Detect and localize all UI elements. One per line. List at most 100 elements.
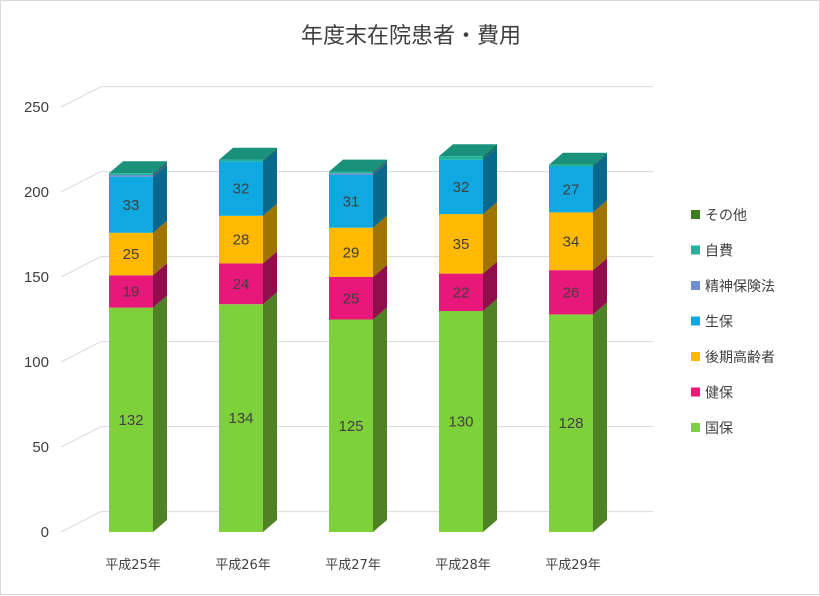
bar-segment: [109, 161, 167, 175]
legend-item: 生保: [691, 315, 733, 331]
legend-item: 健保: [691, 386, 733, 402]
legend-label: 健保: [705, 386, 733, 402]
bar-front: [219, 304, 263, 532]
legend-item: その他: [691, 208, 747, 224]
data-label: 132: [118, 412, 143, 429]
bar-side: [263, 149, 277, 216]
bar-side: [483, 202, 497, 274]
x-axis: 平成25年 平成26年 平成27年 平成28年 平成29年: [105, 558, 601, 573]
bar-front: [329, 171, 373, 174]
bar-front: [549, 270, 593, 315]
bar-segment: 125: [329, 307, 387, 532]
bar-segment: 32: [439, 147, 497, 215]
bar-front: [329, 175, 373, 228]
bar-segment: 25: [109, 220, 167, 276]
data-label: 134: [228, 410, 253, 427]
data-label: 29: [343, 244, 360, 261]
data-label: 26: [563, 284, 580, 301]
bar-front: [219, 161, 263, 216]
bar-side: [593, 154, 607, 213]
data-label: 130: [448, 414, 473, 431]
gridline-diagonal: [60, 171, 102, 193]
chart-title: 年度末在院患者・費用: [301, 24, 521, 49]
x-tick-label: 平成28年: [435, 558, 491, 573]
bar-front: [109, 232, 153, 276]
legend-item: 自費: [691, 244, 733, 260]
legend-swatch: [691, 352, 700, 361]
bar-segment: [109, 163, 167, 177]
y-axis: 0 50 100 150 200 250: [24, 99, 49, 541]
bar-top: [439, 144, 497, 157]
bar-side: [263, 147, 277, 162]
bar-side: [153, 161, 167, 175]
bar-segment: 25: [329, 265, 387, 320]
bar-side: [373, 215, 387, 277]
legend-label: 精神保険法: [705, 279, 775, 295]
x-tick-label: 平成27年: [325, 558, 381, 573]
data-label: 27: [563, 181, 580, 198]
bar-side: [593, 152, 607, 167]
y-tick-label: 0: [41, 524, 49, 541]
bar-side: [483, 299, 497, 532]
bar-front: [549, 212, 593, 271]
bar-side: [593, 302, 607, 532]
bar-segment: [549, 152, 607, 167]
bar-front: [109, 275, 153, 308]
bar-side: [483, 261, 497, 311]
x-tick-label: 平成26年: [215, 558, 271, 573]
bar-front: [219, 215, 263, 264]
legend-label: 自費: [705, 244, 733, 260]
bar-side: [483, 144, 497, 160]
data-label: 25: [343, 290, 360, 307]
legend-label: 後期高齢者: [705, 349, 775, 366]
data-label: 25: [123, 246, 140, 263]
bar-side: [263, 251, 277, 305]
legend-item: 後期高齢者: [691, 349, 775, 366]
x-tick-label: 平成25年: [105, 558, 161, 573]
bar-front: [439, 214, 483, 274]
data-label: 22: [453, 284, 470, 301]
gridline-diagonal: [60, 426, 102, 448]
bar-front: [329, 173, 373, 175]
bar-top: [329, 159, 387, 172]
bar-side: [373, 307, 387, 532]
y-tick-label: 250: [24, 99, 49, 116]
y-tick-label: 200: [24, 184, 49, 201]
bar-front: [219, 263, 263, 305]
bar-front: [329, 227, 373, 277]
legend-swatch: [691, 210, 700, 219]
bar-front: [109, 307, 153, 532]
bar-side: [593, 200, 607, 271]
bar-front: [549, 314, 593, 532]
gridline-diagonal: [60, 86, 102, 108]
bar-segment: [219, 147, 277, 162]
bar-segment: 130: [439, 299, 497, 532]
data-label: 31: [343, 193, 360, 210]
y-tick-label: 150: [24, 269, 49, 286]
legend-label: 国保: [705, 421, 733, 437]
bar-side: [263, 203, 277, 264]
data-label: 33: [123, 197, 140, 214]
bar-side: [483, 147, 497, 215]
legend-swatch: [691, 316, 700, 326]
bar-segment: 128: [549, 302, 607, 532]
bar-segment: 35: [439, 202, 497, 274]
bar-front: [329, 319, 373, 532]
bar-segment: 29: [329, 215, 387, 277]
data-label: 34: [563, 233, 580, 250]
bar-segment: 26: [549, 258, 607, 315]
data-label: 32: [233, 181, 250, 198]
y-tick-label: 50: [32, 439, 49, 456]
bar-side: [153, 263, 167, 308]
bar-side: [263, 292, 277, 532]
bars: 132 19 25 33 134 24 28 32 125 25 29 31 130 22 35 32 128 2…: [109, 144, 607, 532]
bar-side: [373, 159, 387, 174]
legend-item: 国保: [691, 421, 733, 437]
bar-segment: 33: [109, 164, 167, 233]
data-label: 28: [233, 232, 250, 249]
bar-top: [219, 147, 277, 160]
data-label: 19: [123, 283, 140, 300]
bar-side: [373, 265, 387, 320]
